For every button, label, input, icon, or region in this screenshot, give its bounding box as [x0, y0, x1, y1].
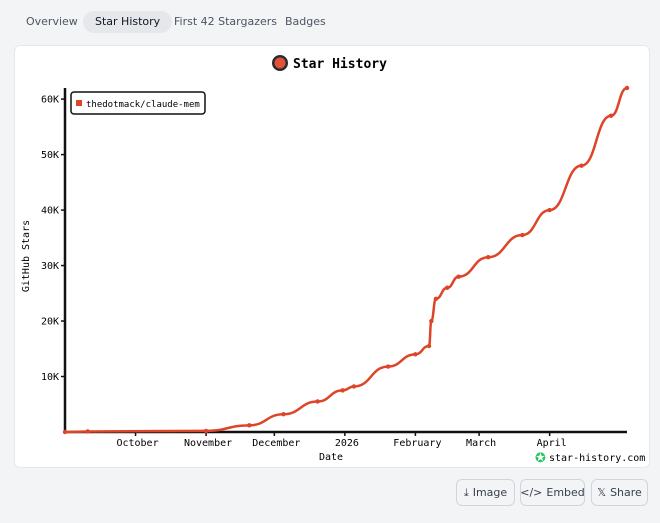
series-point	[247, 423, 252, 428]
watermark[interactable]: ✪ star-history.com	[535, 451, 645, 466]
series-point	[429, 318, 434, 324]
series-point	[547, 207, 552, 213]
legend-swatch	[76, 100, 82, 106]
y-axis-label: GitHub Stars	[21, 220, 32, 292]
series-point	[608, 113, 614, 118]
x-tick-label: December	[252, 438, 300, 449]
series-point	[624, 85, 630, 91]
series-point	[486, 255, 491, 260]
tab-badges[interactable]: Badges	[285, 15, 326, 28]
series-point	[445, 285, 450, 290]
series-point	[456, 274, 461, 279]
chart-title-text: Star History	[293, 57, 387, 72]
series-point	[385, 364, 391, 369]
watermark-text: star-history.com	[549, 453, 645, 464]
embed-button[interactable]: </> Embed	[520, 479, 585, 506]
tab-bar: Overview Star History First 42 Stargazer…	[0, 0, 660, 44]
share-label: Share	[610, 486, 642, 499]
series-point	[315, 399, 320, 404]
legend-box	[70, 91, 206, 115]
series-point	[62, 429, 68, 435]
x-tick-label: October	[116, 438, 158, 449]
series-point	[351, 384, 357, 389]
download-image-button[interactable]: ⤓ Image	[456, 479, 515, 506]
series-point	[413, 352, 418, 357]
code-icon: </>	[520, 486, 543, 499]
tab-star-history[interactable]: Star History	[83, 11, 173, 33]
y-tick-label: 40K	[41, 206, 59, 217]
y-tick-label: 20K	[41, 317, 59, 328]
series-point	[579, 163, 584, 168]
y-tick-label: 60K	[41, 95, 59, 106]
star-history-logo-inner-icon	[274, 57, 286, 69]
chart-card: Star History 10K 20K 30K 40K 50K 60K October N…	[14, 45, 650, 468]
tab-overview[interactable]: Overview	[26, 15, 78, 28]
star-logo-icon: ✪	[535, 451, 546, 466]
series-point	[520, 232, 525, 238]
series-line	[63, 86, 629, 434]
legend: thedotmack/claude-mem	[70, 91, 206, 115]
y-tick-label: 30K	[41, 261, 59, 272]
embed-label: Embed	[546, 486, 585, 499]
series-point	[340, 388, 345, 393]
x-tick-label: March	[466, 438, 496, 449]
chart-title: Star History	[272, 55, 387, 72]
tab-first-stargazers[interactable]: First 42 Stargazers	[174, 15, 278, 28]
legend-series-name: thedotmack/claude-mem	[86, 100, 200, 110]
download-icon: ⤓	[463, 485, 469, 499]
x-tick-label: April	[537, 438, 567, 449]
x-logo-icon: 𝕏	[597, 486, 607, 499]
series-point	[433, 296, 439, 302]
x-tick-label: November	[184, 438, 232, 449]
x-tick-label: February	[393, 438, 441, 449]
share-button[interactable]: 𝕏 Share	[591, 479, 648, 506]
series-point	[281, 412, 286, 417]
x-tick-label: 2026	[335, 438, 359, 449]
y-tick-label: 50K	[41, 150, 59, 161]
x-axis-label: Date	[319, 452, 343, 463]
y-ticks: 10K 20K 30K 40K 50K 60K	[41, 95, 65, 383]
series-point	[85, 429, 90, 434]
series-point	[426, 343, 432, 349]
y-tick-label: 10K	[41, 372, 59, 383]
x-ticks: October November December 2026 February March…	[116, 432, 567, 449]
star-history-chart: Star History 10K 20K 30K 40K 50K 60K October N…	[21, 55, 645, 466]
download-image-label: Image	[472, 486, 508, 499]
series-point	[203, 428, 209, 434]
series-group	[62, 85, 630, 435]
